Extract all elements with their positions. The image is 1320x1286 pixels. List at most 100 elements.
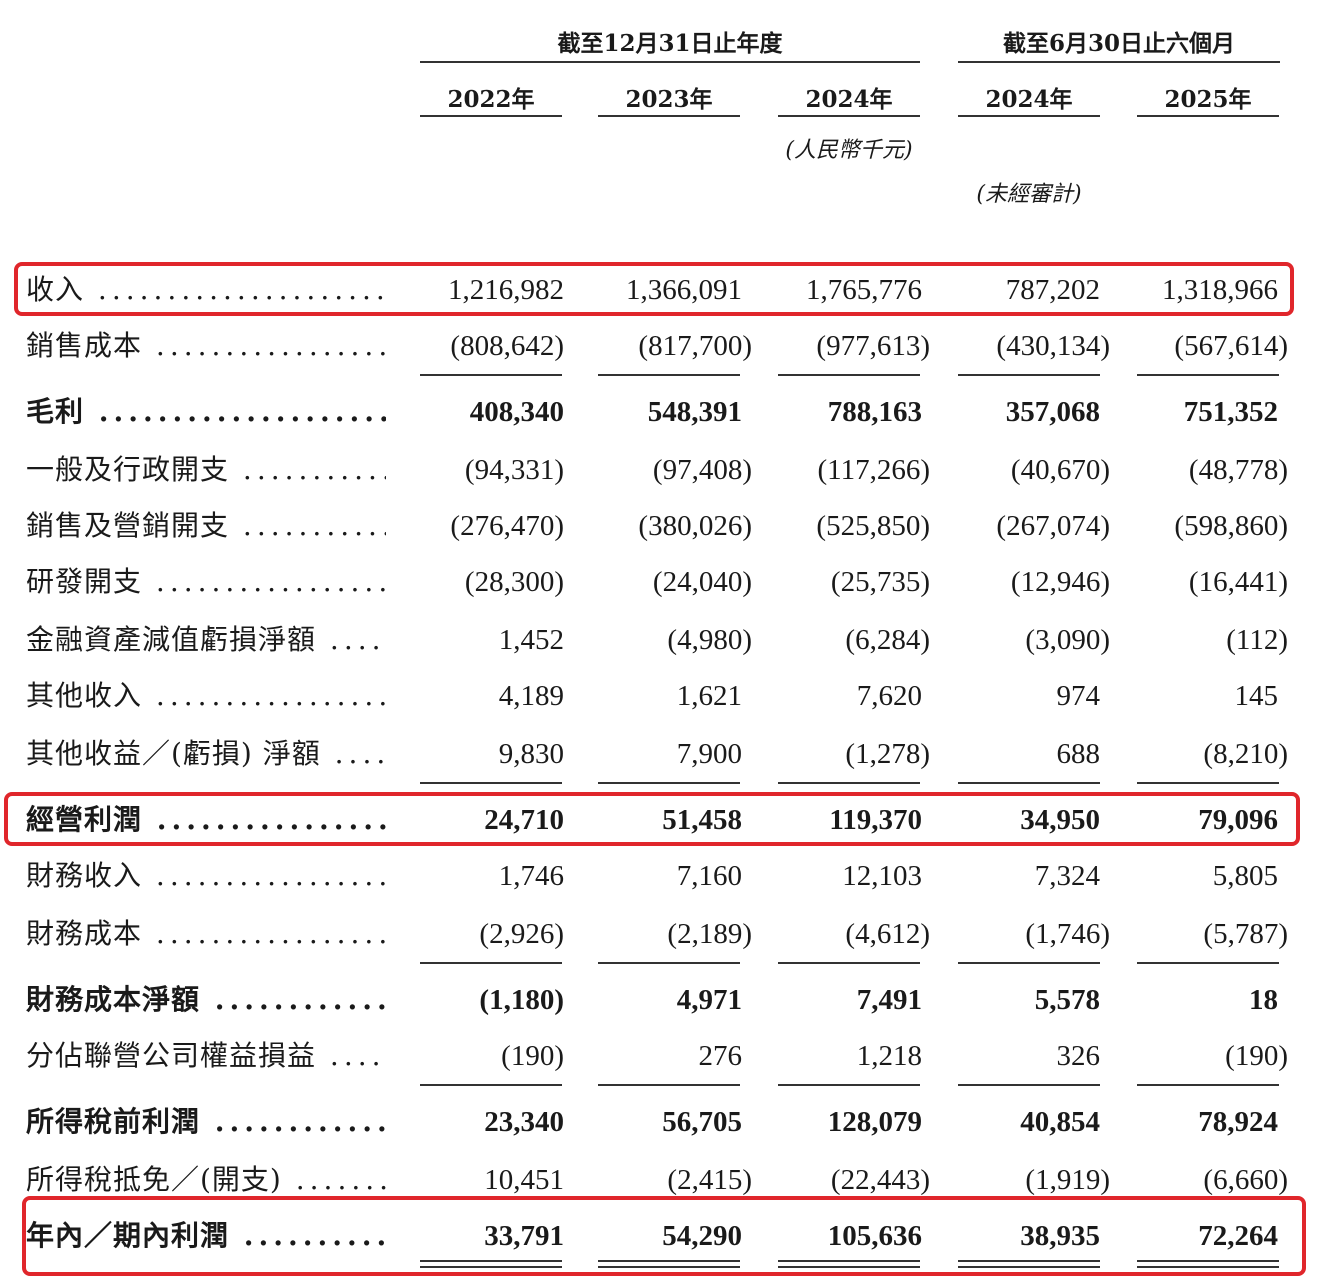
row-label-text: 財務收入 [26, 859, 143, 892]
leader-dots: ........................................ [155, 679, 386, 712]
cell-value: 23,340 [484, 1106, 564, 1138]
cell-value: (6,284) [845, 624, 930, 656]
subtotal-rule [420, 1266, 562, 1268]
highlight-net-profit-row [22, 1196, 1306, 1276]
cell-value: 119,370 [829, 804, 922, 836]
cell-value: 688 [1056, 738, 1101, 770]
subtotal-rule [778, 962, 920, 964]
row-label-text: 毛利 [26, 395, 85, 428]
row-label: 一般及行政開支 ................................… [26, 446, 386, 494]
cell-value: (1,180) [479, 984, 564, 1016]
subtotal-rule [598, 1260, 740, 1262]
year-header-2025-6m: 2025年 [1164, 86, 1252, 113]
cell-value: (8,210) [1203, 738, 1288, 770]
cell-value: 1,746 [498, 860, 564, 892]
cell-value: (190) [501, 1040, 564, 1072]
row-label: 財務成本淨額 .................................… [26, 976, 386, 1024]
row-label: 其他收益／(虧損) 淨額 ...........................… [26, 730, 386, 778]
cell-value: (94,331) [464, 454, 564, 486]
leader-dots: ........................................ [242, 453, 386, 486]
cell-value: (276,470) [450, 510, 564, 542]
cell-value: (817,700) [638, 330, 752, 362]
row-label-text: 分佔聯營公司權益損益 [26, 1039, 317, 1072]
cell-value: 72,264 [1198, 1220, 1278, 1252]
year-rule-2024-fy [778, 115, 920, 117]
row-rd-expenses: 研發開支 ...................................… [0, 558, 1320, 606]
cell-value: 326 [1056, 1040, 1101, 1072]
cell-value: 1,216,982 [448, 274, 564, 306]
row-net-finance-costs: 財務成本淨額 .................................… [0, 976, 1320, 1024]
row-other-gains-losses: 其他收益／(虧損) 淨額 ...........................… [0, 730, 1320, 778]
cell-value: (25,735) [830, 566, 930, 598]
cell-value: 1,218 [856, 1040, 922, 1072]
subtotal-rule [778, 1260, 920, 1262]
row-label-text: 財務成本 [26, 917, 143, 950]
leader-dots: ........................................ [242, 509, 386, 542]
subtotal-rule [598, 962, 740, 964]
leader-dots: ........................................ [155, 917, 386, 950]
leader-dots: ........................................ [295, 1163, 386, 1196]
leader-dots: ........................................ [156, 803, 386, 836]
row-label-text: 所得稅前利潤 [26, 1105, 201, 1138]
row-selling-marketing-expenses: 銷售及營銷開支 ................................… [0, 502, 1320, 550]
row-label-text: 一般及行政開支 [26, 453, 230, 486]
cell-value: 18 [1249, 984, 1278, 1016]
cell-value: (4,980) [667, 624, 752, 656]
subtotal-rule [420, 374, 562, 376]
cell-value: 7,491 [856, 984, 922, 1016]
subtotal-rule [598, 782, 740, 784]
cell-value: (1,278) [845, 738, 930, 770]
row-impairment-loss: 金融資產減值虧損淨額 .............................… [0, 616, 1320, 664]
subtotal-rule [1137, 782, 1279, 784]
cell-value: (12,946) [1010, 566, 1110, 598]
cell-value: (48,778) [1188, 454, 1288, 486]
row-label: 年內／期內利潤 ................................… [26, 1212, 386, 1260]
cell-value: 787,202 [1005, 274, 1100, 306]
cell-value: 105,636 [827, 1220, 922, 1252]
subtotal-rule [420, 1084, 562, 1086]
cell-value: 5,805 [1212, 860, 1278, 892]
row-label-text: 財務成本淨額 [26, 983, 201, 1016]
cell-value: (267,074) [996, 510, 1110, 542]
subtotal-rule [1137, 962, 1279, 964]
subtotal-rule [1137, 1266, 1279, 1268]
cell-value: (1,919) [1025, 1164, 1110, 1196]
cell-value: 5,578 [1034, 984, 1100, 1016]
row-label: 收入 .....................................… [26, 266, 386, 314]
year-rule-2022 [420, 115, 562, 117]
subtotal-rule [958, 374, 1100, 376]
row-label: 所得稅抵免／(開支) .............................… [26, 1156, 386, 1204]
cell-value: (22,443) [830, 1164, 930, 1196]
cell-value: (4,612) [845, 918, 930, 950]
subtotal-rule [958, 962, 1100, 964]
cell-value: 38,935 [1020, 1220, 1100, 1252]
subtotal-rule [1137, 1084, 1279, 1086]
row-label-text: 銷售成本 [26, 329, 143, 362]
cell-value: 10,451 [484, 1164, 564, 1196]
cell-value: 9,830 [498, 738, 564, 770]
cell-value: (190) [1225, 1040, 1288, 1072]
leader-dots: ........................................ [155, 565, 386, 598]
cell-value: 56,705 [662, 1106, 742, 1138]
unaudited-note: (未經審計) [976, 182, 1082, 207]
row-other-income: 其他收入 ...................................… [0, 672, 1320, 720]
row-label-text: 收入 [26, 273, 85, 306]
row-finance-costs: 財務成本 ...................................… [0, 910, 1320, 958]
leader-dots: ........................................ [329, 623, 386, 656]
cell-value: 7,620 [856, 680, 922, 712]
row-finance-income: 財務收入 ...................................… [0, 852, 1320, 900]
leader-dots: ........................................ [214, 1105, 386, 1138]
cell-value: 79,096 [1198, 804, 1278, 836]
subtotal-rule [778, 374, 920, 376]
subtotal-rule [1137, 1260, 1279, 1262]
subtotal-rule [958, 1084, 1100, 1086]
subtotal-rule [958, 1260, 1100, 1262]
row-label: 金融資產減值虧損淨額 .............................… [26, 616, 386, 664]
subtotal-rule [778, 1266, 920, 1268]
cell-value: (6,660) [1203, 1164, 1288, 1196]
cell-value: 7,160 [676, 860, 742, 892]
cell-value: 4,189 [498, 680, 564, 712]
year-header-2022: 2022年 [447, 86, 535, 113]
cell-value: (24,040) [652, 566, 752, 598]
leader-dots: ........................................ [155, 329, 386, 362]
